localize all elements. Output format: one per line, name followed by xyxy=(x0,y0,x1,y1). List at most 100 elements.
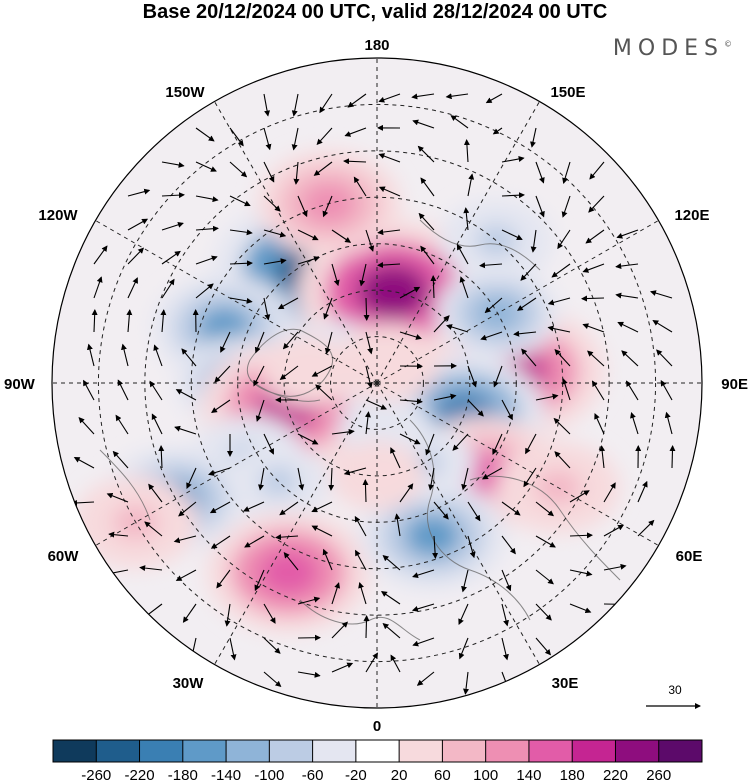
latitude-circle xyxy=(97,103,657,663)
wind-vector xyxy=(501,192,525,199)
wind-vector xyxy=(425,433,435,456)
wind-vector xyxy=(86,343,95,367)
colorbar-cell xyxy=(269,740,314,762)
colorbar-tick-label: 260 xyxy=(646,767,671,783)
colorbar-cell xyxy=(96,740,141,762)
wind-vector xyxy=(616,229,639,239)
wind-vector xyxy=(254,331,265,354)
colorbar-tick-label: 140 xyxy=(516,767,541,783)
wind-vector xyxy=(501,603,509,627)
wind-vector xyxy=(621,350,639,367)
wind-vector xyxy=(585,229,605,244)
wind-vector xyxy=(456,243,469,265)
colorbar-cell xyxy=(485,740,530,762)
wind-vector xyxy=(417,145,435,163)
latitude-circle xyxy=(283,289,471,477)
wind-vector xyxy=(182,603,197,623)
wind-vector xyxy=(253,365,265,387)
colorbar-cell xyxy=(399,740,443,762)
map-boundary xyxy=(51,57,703,709)
wind-vector xyxy=(263,127,272,151)
wind-vector xyxy=(446,324,469,333)
colorbar-cell xyxy=(226,740,270,762)
wind-vector xyxy=(554,349,571,367)
wind-vector xyxy=(106,492,129,503)
wind-vector xyxy=(229,229,253,236)
wind-vector xyxy=(589,161,605,180)
wind-vector xyxy=(127,188,151,197)
wind-vector xyxy=(365,365,373,389)
wind-vector xyxy=(365,399,388,410)
wind-vector xyxy=(390,654,401,673)
wind-vector xyxy=(359,263,367,287)
colorbar-tick-label: 60 xyxy=(434,767,451,783)
anomaly-core xyxy=(258,549,319,596)
wind-vector xyxy=(316,127,333,146)
wind-vector xyxy=(315,384,333,401)
wind-vector xyxy=(591,380,605,401)
wind-vector xyxy=(291,127,299,151)
wind-vector xyxy=(493,365,503,388)
wind-vector xyxy=(297,467,305,491)
wind-vector xyxy=(195,225,219,232)
map-title: Base 20/12/2024 00 UTC, valid 28/12/2024… xyxy=(142,1,608,23)
wind-vector xyxy=(377,262,401,269)
lon-label-0: 0 xyxy=(373,718,381,735)
lon-label-120w: 120W xyxy=(38,207,78,224)
wind-vector xyxy=(319,93,333,114)
meridian-line xyxy=(214,101,378,384)
wind-vector xyxy=(108,531,129,538)
wind-vector xyxy=(229,260,253,267)
wind-vector xyxy=(263,258,287,265)
wind-vector xyxy=(459,276,469,299)
wind-vector xyxy=(311,501,333,513)
lon-label-30w: 30W xyxy=(173,675,205,692)
wind-vector xyxy=(461,569,469,593)
wind-vector xyxy=(428,467,435,491)
wind-vector xyxy=(127,247,145,265)
wind-vector xyxy=(91,309,98,333)
wind-vector xyxy=(161,278,175,299)
wind-vector xyxy=(195,127,215,142)
wind-vector xyxy=(181,348,197,367)
wind-vector xyxy=(364,411,371,435)
colorbar-tick-label: 20 xyxy=(391,767,408,783)
wind-vector xyxy=(93,245,108,265)
brand-logo: MODES© xyxy=(613,36,732,61)
wind-vector xyxy=(347,93,367,108)
wind-vector xyxy=(561,195,571,218)
wind-vector xyxy=(433,393,457,401)
wind-vector xyxy=(144,521,163,537)
wind-vector xyxy=(161,221,184,231)
wind-vector xyxy=(582,263,605,273)
wind-vector xyxy=(297,433,319,445)
wind-vector xyxy=(195,161,217,172)
wind-vector xyxy=(484,297,503,314)
wind-vector xyxy=(279,365,299,380)
wind-vector xyxy=(355,549,367,571)
meridian-line xyxy=(376,382,540,665)
wind-vector xyxy=(161,192,185,199)
wind-vector xyxy=(277,297,299,310)
meridian-line xyxy=(376,382,659,546)
wind-vector xyxy=(432,535,439,559)
wind-vector xyxy=(254,569,265,592)
wind-vector xyxy=(365,331,374,355)
colorbar-tick-label: -260 xyxy=(81,767,111,783)
wind-vector xyxy=(561,378,571,401)
wind-vector xyxy=(365,652,378,673)
wind-vector xyxy=(420,245,435,265)
colorbar-cell xyxy=(53,740,97,762)
vector-scale-value: 30 xyxy=(668,683,682,697)
wind-vector xyxy=(513,330,537,337)
wind-vector xyxy=(569,532,593,539)
wind-vector xyxy=(224,603,231,627)
wind-vector xyxy=(263,93,271,117)
wind-vector xyxy=(127,218,149,231)
meridian-line xyxy=(95,382,378,546)
wind-vector xyxy=(615,292,639,299)
wind-vector xyxy=(178,501,197,517)
colorbar-cell xyxy=(139,740,184,762)
colorbar-frame xyxy=(52,739,703,763)
